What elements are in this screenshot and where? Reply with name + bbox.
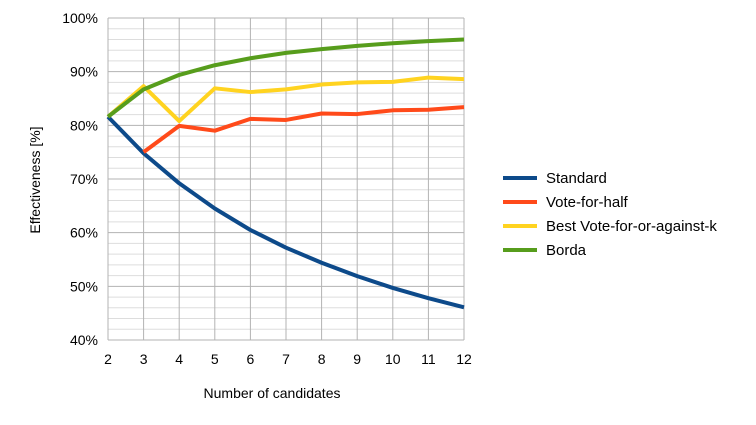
legend-label: Borda	[546, 242, 587, 259]
grid	[107, 17, 465, 341]
y-tick-label: 60%	[70, 225, 98, 241]
y-tick-labels: 40% 50% 60% 70% 80% 90% 100%	[62, 10, 98, 348]
x-axis-title: Number of candidates	[204, 385, 341, 401]
series-lines	[106, 37, 465, 310]
x-tick-label: 11	[421, 351, 436, 367]
series-line-borda	[106, 37, 465, 119]
x-tick-label: 12	[456, 351, 472, 367]
x-tick-label: 8	[318, 351, 326, 367]
x-tick-label: 2	[104, 351, 112, 367]
legend-label: Vote-for-half	[546, 194, 629, 211]
y-axis-title: Effectiveness [%]	[27, 126, 43, 233]
x-tick-label: 7	[282, 351, 290, 367]
legend: Standard Vote-for-half Best Vote-for-or-ag…	[503, 170, 717, 259]
legend-label: Standard	[546, 170, 607, 187]
y-tick-label: 90%	[70, 64, 98, 80]
x-tick-label: 3	[140, 351, 148, 367]
x-tick-label: 9	[353, 351, 361, 367]
legend-label: Best Vote-for-or-against-k	[546, 218, 717, 235]
y-tick-label: 40%	[70, 332, 98, 348]
series-line-best-vote-for-or-against-k	[106, 75, 465, 124]
x-tick-label: 4	[175, 351, 183, 367]
y-tick-label: 80%	[70, 117, 98, 133]
x-tick-label: 6	[247, 351, 255, 367]
y-tick-label: 50%	[70, 278, 98, 294]
y-tick-label: 70%	[70, 171, 98, 187]
x-tick-label: 10	[385, 351, 401, 367]
x-tick-labels: 2 3 4 5 6 7 8 9 10 11 12	[104, 351, 472, 367]
x-tick-label: 5	[211, 351, 219, 367]
y-tick-label: 100%	[62, 10, 98, 26]
series-line-standard	[106, 115, 465, 310]
series-line-vote-for-half	[142, 105, 465, 154]
